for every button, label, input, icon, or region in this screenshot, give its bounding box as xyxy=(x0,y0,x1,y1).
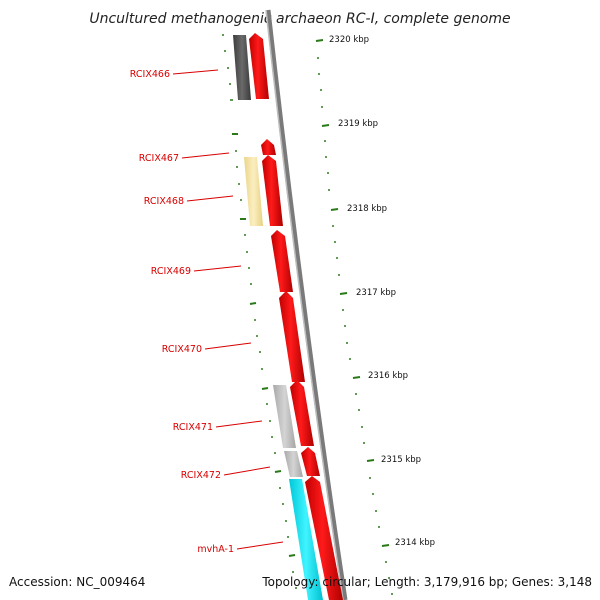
genome-backbone xyxy=(265,9,348,600)
inner-scale xyxy=(222,34,297,589)
gene-label-rcix469[interactable]: RCIX469 xyxy=(151,266,191,277)
gene-arrow-mvha-1[interactable] xyxy=(305,476,343,600)
genome-summary-text: Topology: circular; Length: 3,179,916 bp… xyxy=(261,575,592,589)
scale-label-2319: 2319 kbp xyxy=(338,119,378,129)
gene-arrow-rcix472[interactable] xyxy=(301,447,320,476)
feature-dark-gray[interactable] xyxy=(233,35,251,100)
feature-light-gray-2[interactable] xyxy=(284,451,303,477)
scale-label-2317: 2317 kbp xyxy=(356,288,396,298)
feature-yellow[interactable] xyxy=(244,157,263,226)
gene-label-rcix466[interactable]: RCIX466 xyxy=(130,69,170,80)
genome-backbone-highlight xyxy=(265,9,344,600)
gene-arrow-rcix470[interactable] xyxy=(279,291,305,382)
gene-label-mvha-1[interactable]: mvhA-1 xyxy=(197,544,234,555)
scale-label-2318: 2318 kbp xyxy=(347,204,387,214)
gene-label-rcix468[interactable]: RCIX468 xyxy=(144,196,184,207)
scale-label-2315: 2315 kbp xyxy=(381,455,421,465)
gene-label-rcix471[interactable]: RCIX471 xyxy=(173,422,213,433)
feature-cyan[interactable] xyxy=(289,479,323,600)
gene-arrow-rcix471[interactable] xyxy=(290,380,314,446)
scale-label-2314: 2314 kbp xyxy=(395,538,435,548)
accession-text: Accession: NC_009464 xyxy=(9,575,145,589)
map-title: Uncultured methanogenic archaeon RC-I, c… xyxy=(89,11,510,27)
gene-arrow-rcix466[interactable] xyxy=(249,33,269,99)
gene-label-rcix470[interactable]: RCIX470 xyxy=(162,344,202,355)
feature-light-gray[interactable] xyxy=(273,385,296,448)
gene-arrow-rcix469[interactable] xyxy=(271,230,293,292)
gene-label-rcix472[interactable]: RCIX472 xyxy=(181,470,221,481)
outer-scale xyxy=(315,39,393,595)
gene-arrow-rcix467[interactable] xyxy=(261,139,276,155)
gene-leader-lines xyxy=(172,69,284,550)
gene-arrow-rcix468[interactable] xyxy=(262,155,283,226)
scale-label-2320: 2320 kbp xyxy=(329,35,369,45)
gene-label-rcix467[interactable]: RCIX467 xyxy=(139,153,179,164)
scale-label-2316: 2316 kbp xyxy=(368,371,408,381)
